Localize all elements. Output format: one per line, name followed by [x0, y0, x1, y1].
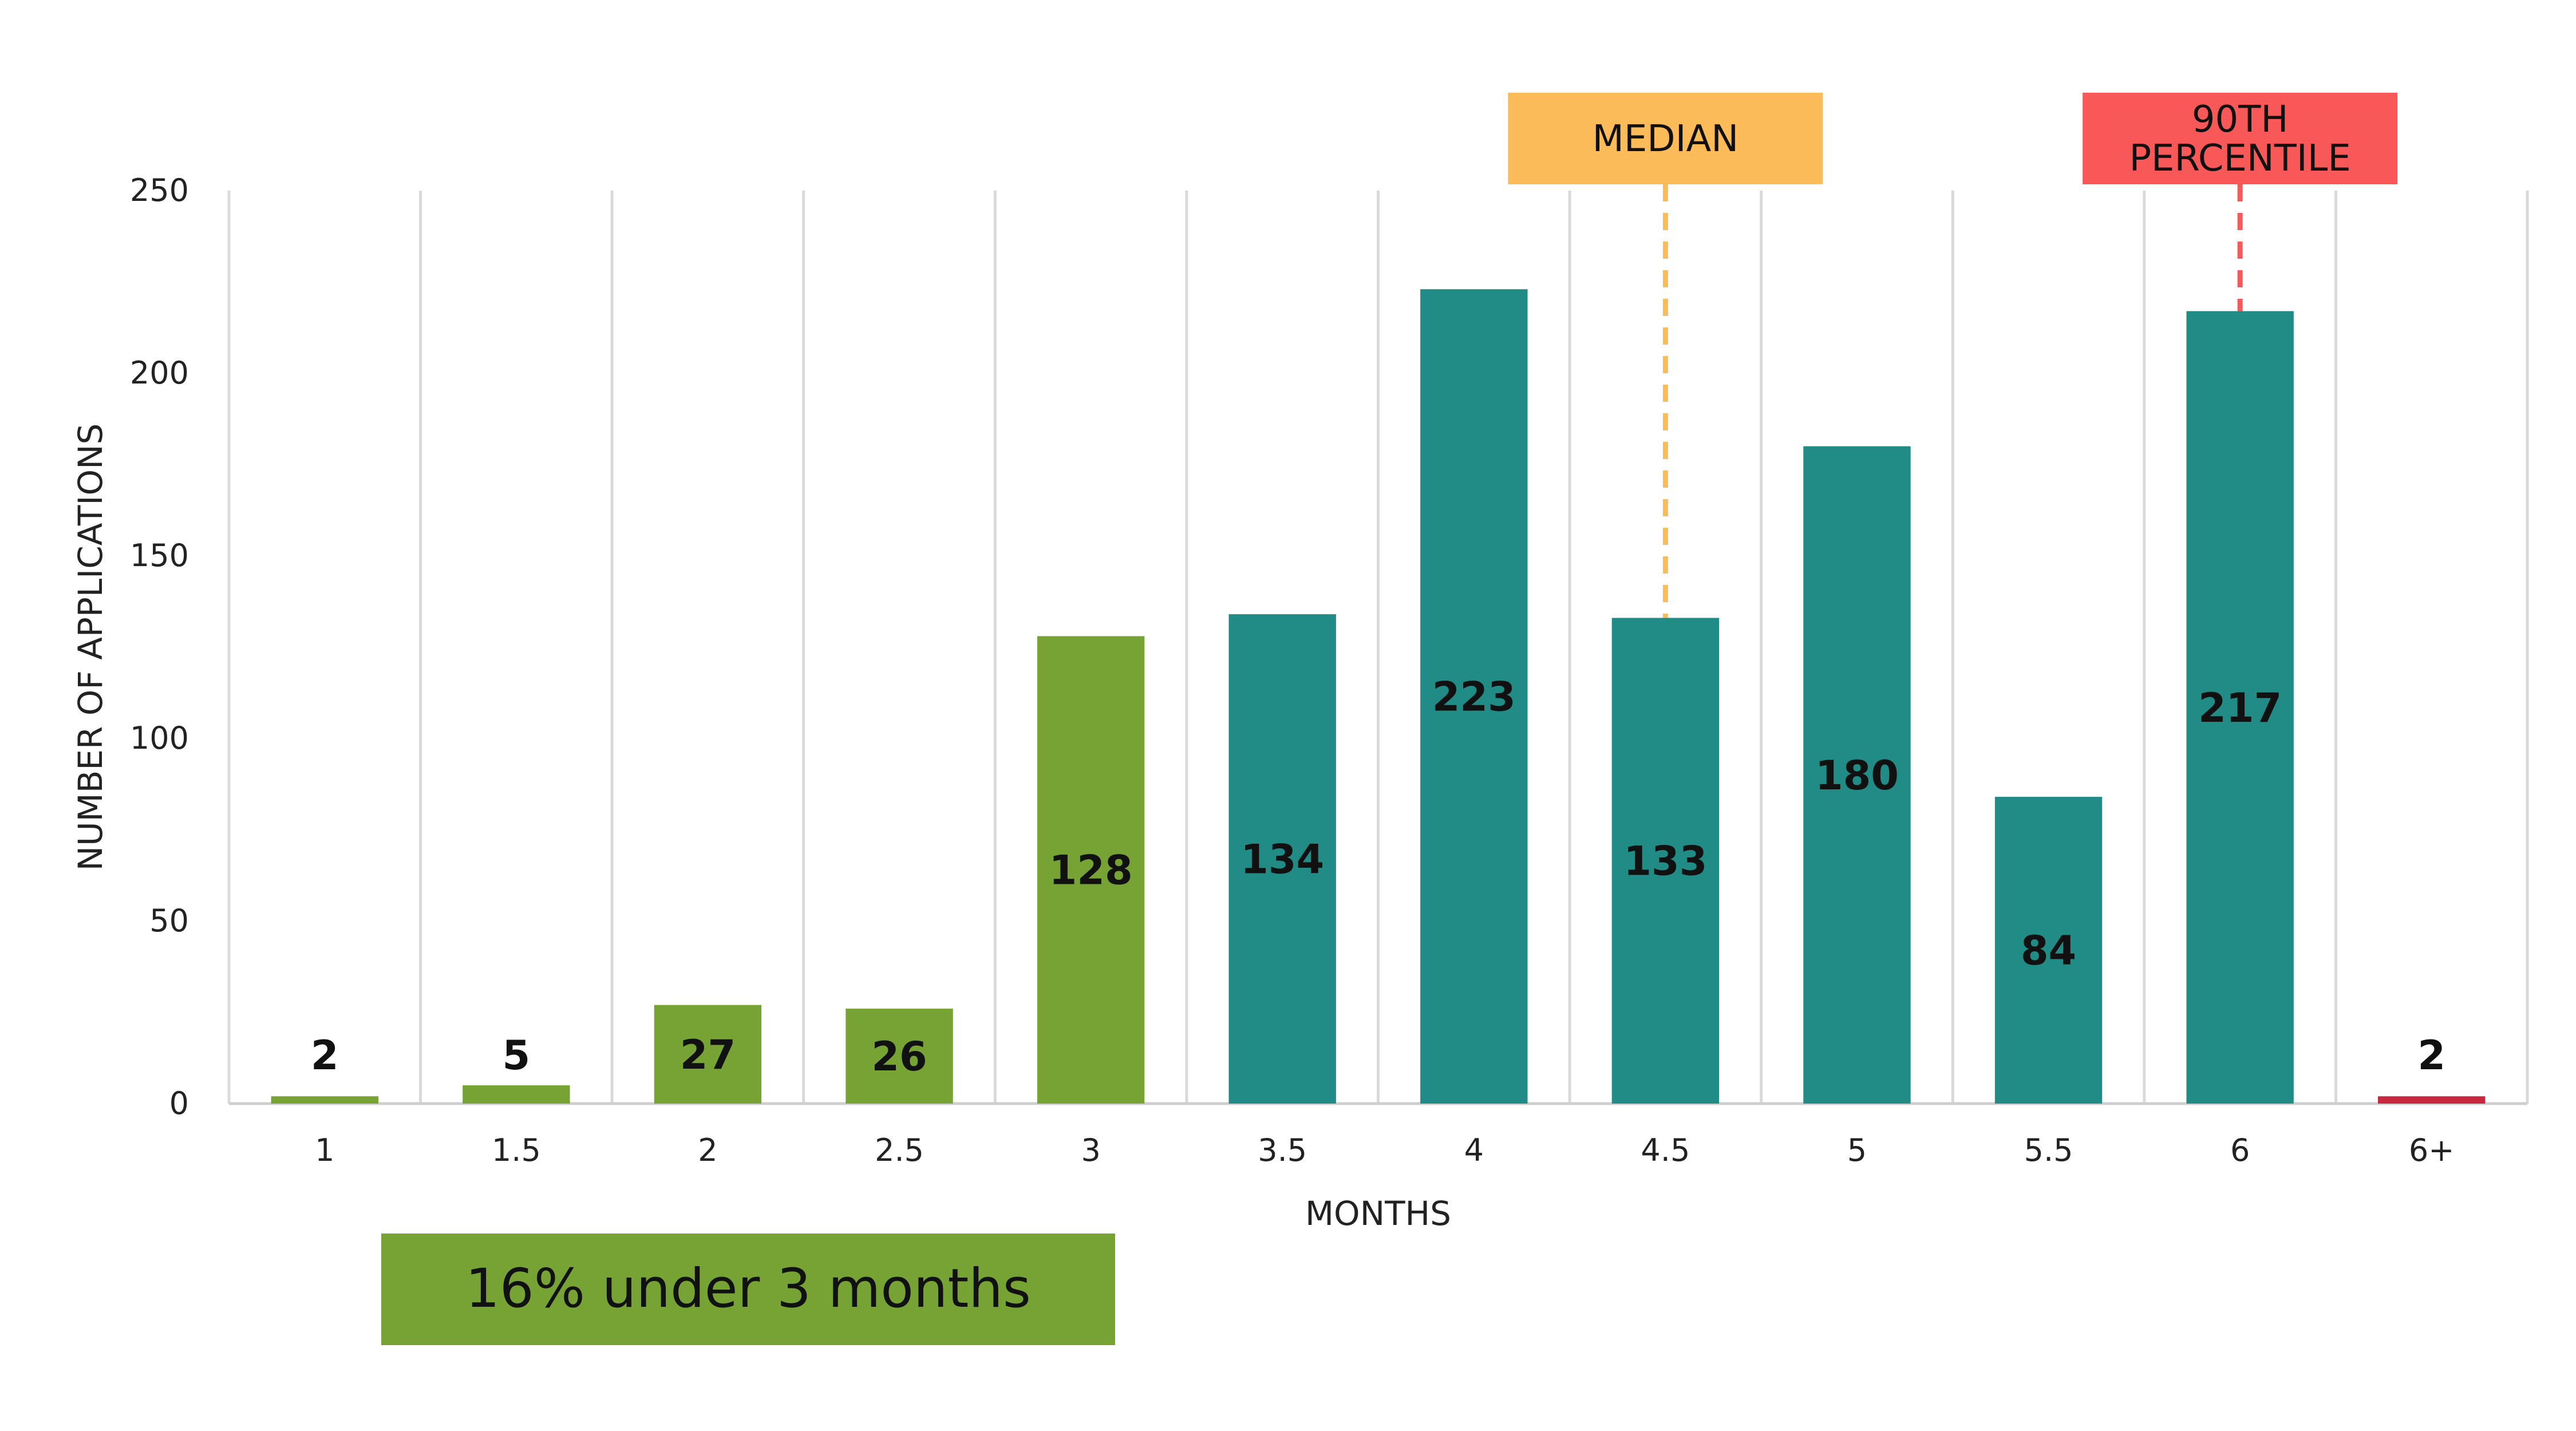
x-tick-label: 4.5: [1641, 1132, 1690, 1168]
bar: [1611, 618, 1720, 1104]
x-axis-title: MONTHS: [1305, 1194, 1451, 1233]
bar-value-label: 133: [1623, 838, 1707, 885]
bar: [271, 1096, 378, 1104]
bar-value-label: 2: [311, 1032, 339, 1079]
x-tick-label: 1: [315, 1132, 334, 1168]
gridlines: [227, 191, 2529, 1104]
marker-box: [2083, 93, 2398, 184]
note-text: 16% under 3 months: [465, 1258, 1031, 1320]
x-tick-label: 6: [2230, 1132, 2250, 1168]
marker-label: 90TH: [2192, 98, 2289, 141]
bars: [271, 289, 2486, 1104]
bar: [1228, 614, 1336, 1104]
y-tick-label: 150: [130, 537, 189, 574]
bar: [2378, 1096, 2486, 1104]
bar: [846, 1009, 953, 1104]
bar: [1420, 289, 1528, 1104]
note-background: [381, 1234, 1115, 1345]
bar-value-label: 84: [2021, 927, 2076, 974]
y-tick-label: 100: [130, 720, 189, 756]
bar: [1994, 797, 2103, 1104]
x-tick-label: 3.5: [1258, 1132, 1307, 1168]
bar: [654, 1005, 762, 1104]
bar-value-label: 27: [680, 1031, 736, 1078]
x-tick-label: 2.5: [875, 1132, 924, 1168]
x-tick-label: 5: [1847, 1132, 1867, 1168]
marker-box: [1508, 93, 1823, 184]
y-tick-label: 250: [130, 172, 189, 208]
y-axis-title: NUMBER OF APPLICATIONS: [71, 424, 110, 871]
bar-value-label: 217: [2198, 685, 2282, 732]
marker-label: PERCENTILE: [2129, 137, 2350, 180]
x-tick-label: 5.5: [2024, 1132, 2073, 1168]
y-tick-label: 0: [169, 1085, 189, 1121]
bar-value-label: 128: [1049, 847, 1133, 894]
bar: [463, 1085, 570, 1104]
bar-value-label: 2: [2417, 1032, 2445, 1079]
x-axis-tick-labels: 1 1.5 2 2.5 3 3.5 4 4.5 5 5.5 6 6+: [315, 1132, 2454, 1168]
bar-value-label: 26: [871, 1033, 927, 1080]
bar-value-label: 5: [503, 1032, 531, 1079]
bar: [2186, 311, 2294, 1104]
x-tick-label: 6+: [2409, 1132, 2455, 1168]
x-tick-label: 1.5: [492, 1132, 541, 1168]
x-tick-label: 3: [1081, 1132, 1100, 1168]
note-box: 16% under 3 months: [381, 1234, 1115, 1345]
y-tick-label: 200: [130, 355, 189, 391]
bar-value-label: 180: [1815, 752, 1899, 799]
x-tick-label: 4: [1464, 1132, 1484, 1168]
bar-value-labels: 2 5 27 26 128 134 223 133 180 84 217 2: [311, 674, 2445, 1080]
y-tick-label: 50: [149, 903, 189, 939]
marker-label: MEDIAN: [1593, 118, 1739, 160]
x-tick-label: 2: [698, 1132, 717, 1168]
y-axis: 0 50 100 150 200 250: [130, 172, 189, 1121]
bar: [1803, 446, 1911, 1104]
bar: [1037, 636, 1145, 1104]
bar-value-label: 223: [1432, 674, 1516, 721]
bar-value-label: 134: [1240, 836, 1324, 883]
